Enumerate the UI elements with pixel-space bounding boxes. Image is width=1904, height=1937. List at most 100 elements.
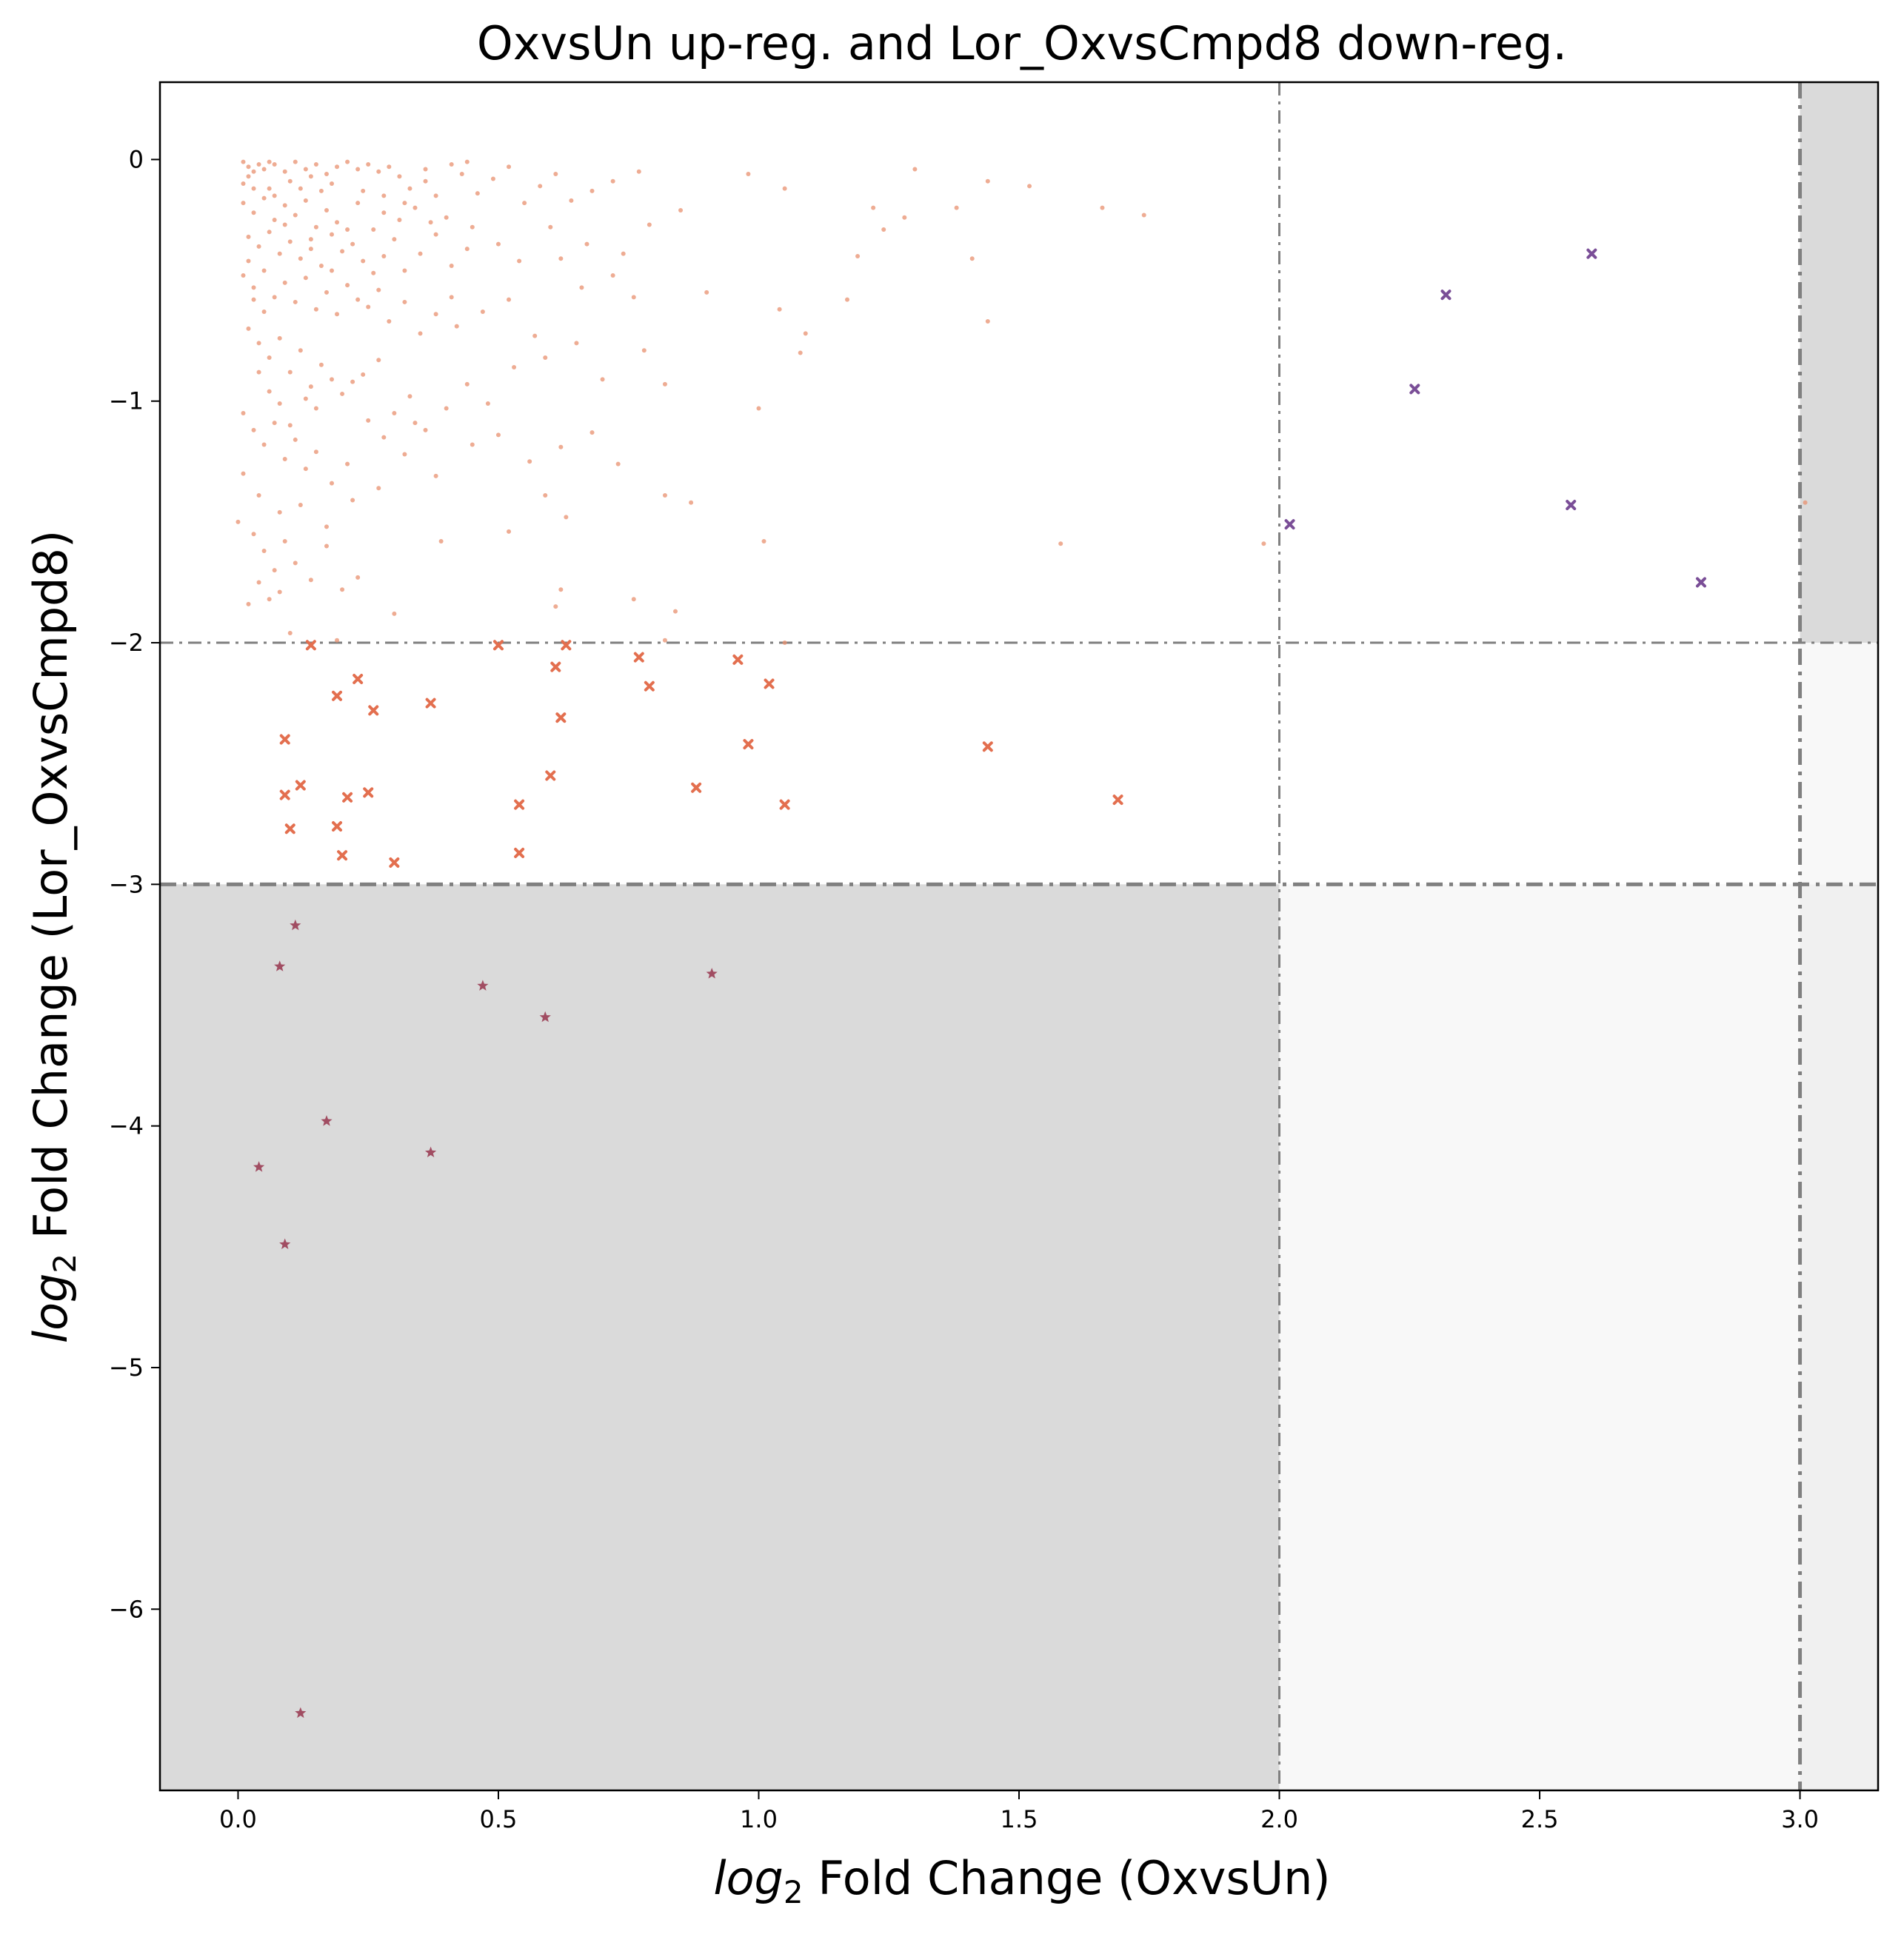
x-axis-label-log: log xyxy=(713,1851,784,1905)
data-point-s0-209 xyxy=(381,210,387,215)
data-point-s0-181 xyxy=(256,580,261,585)
data-point-s0-109 xyxy=(845,297,849,302)
data-point-s0-68 xyxy=(330,232,334,237)
data-point-s0-121 xyxy=(361,372,366,377)
data-point-s0-149 xyxy=(345,461,350,466)
data-point-s0-18 xyxy=(366,161,371,167)
data-point-s0-191 xyxy=(631,597,636,602)
data-point-s0-96 xyxy=(418,331,423,336)
data-point-s2-2 xyxy=(1440,290,1452,301)
data-point-s0-10 xyxy=(282,169,287,174)
data-point-s1-11 xyxy=(368,705,379,716)
data-point-s0-203 xyxy=(308,237,313,242)
data-point-s1-28 xyxy=(982,741,993,752)
data-point-s0-162 xyxy=(558,444,564,449)
y-axis-label: log2 Fold Change (Lor_OxvsCmpd8) xyxy=(24,530,83,1343)
data-point-s0-141 xyxy=(251,427,256,432)
data-point-s0-11 xyxy=(293,159,298,164)
x-axis-label: log2 Fold Change (OxvsUn) xyxy=(713,1851,1330,1910)
data-point-s0-56 xyxy=(303,198,308,203)
data-point-s0-37 xyxy=(678,207,684,213)
data-point-s0-147 xyxy=(313,449,318,455)
data-point-s0-167 xyxy=(761,538,766,543)
data-point-s0-224 xyxy=(303,396,308,401)
data-point-s0-101 xyxy=(532,333,538,338)
x-tick-label-0: 0.0 xyxy=(219,1805,257,1833)
data-point-s0-190 xyxy=(553,604,558,609)
x-tick-label-6: 3.0 xyxy=(1781,1805,1819,1833)
data-point-s0-45 xyxy=(1141,213,1146,218)
data-point-s0-208 xyxy=(371,270,376,275)
data-point-s0-234 xyxy=(330,181,334,187)
data-point-s0-227 xyxy=(381,435,387,440)
data-point-s0-142 xyxy=(261,442,267,447)
data-point-s0-179 xyxy=(355,575,361,580)
data-point-s0-35 xyxy=(610,178,615,184)
data-point-s0-144 xyxy=(282,457,287,462)
chart-title: OxvsUn up-reg. and Lor_OxvsCmpd8 down-re… xyxy=(477,16,1567,70)
data-point-s0-72 xyxy=(371,227,376,232)
data-point-s0-200 xyxy=(272,193,277,198)
data-point-s0-7 xyxy=(241,181,246,187)
data-point-s0-129 xyxy=(512,365,517,370)
data-point-s0-15 xyxy=(335,164,340,170)
data-point-s0-65 xyxy=(298,256,303,261)
data-point-s0-25 xyxy=(449,161,454,167)
data-point-s0-174 xyxy=(282,538,287,543)
x-tick-label-3: 1.5 xyxy=(1001,1805,1038,1833)
data-point-s1-9 xyxy=(353,673,364,684)
data-point-s0-31 xyxy=(538,184,543,189)
data-point-s0-212 xyxy=(428,220,433,225)
data-point-s0-16 xyxy=(345,159,350,164)
plot-area: 0.0 0.5 1.0 1.5 2.0 2.5 3.0 0 −1 −2 −3 −4 −5 −6 xyxy=(109,81,1880,1833)
data-point-s0-165 xyxy=(662,492,667,498)
data-point-s0-225 xyxy=(313,406,318,411)
data-point-s0-119 xyxy=(340,391,345,396)
data-point-s0-205 xyxy=(330,268,334,273)
data-point-s0-184 xyxy=(287,630,293,635)
data-point-s0-63 xyxy=(277,251,282,256)
data-point-s0-237 xyxy=(402,201,407,206)
data-point-s0-128 xyxy=(485,401,490,406)
data-point-s0-183 xyxy=(277,589,282,595)
data-point-s0-220 xyxy=(256,369,261,375)
data-point-s0-87 xyxy=(313,307,318,312)
data-point-s0-134 xyxy=(662,381,667,387)
data-point-s0-133 xyxy=(641,348,647,353)
data-point-s0-108 xyxy=(803,331,808,336)
data-point-s0-217 xyxy=(548,224,553,230)
data-point-s0-38 xyxy=(746,171,751,176)
data-point-s0-201 xyxy=(282,222,287,227)
data-point-s0-199 xyxy=(261,309,267,314)
data-point-s1-5 xyxy=(332,690,343,701)
data-point-s0-166 xyxy=(689,500,694,505)
data-point-s0-91 xyxy=(355,297,361,302)
data-point-s0-3 xyxy=(256,161,261,167)
data-point-s0-170 xyxy=(236,519,241,524)
data-point-s0-151 xyxy=(256,492,261,498)
data-point-s0-22 xyxy=(407,186,412,191)
data-point-s0-122 xyxy=(376,358,381,363)
data-point-s0-175 xyxy=(293,561,298,566)
data-point-s0-48 xyxy=(881,227,886,232)
data-point-s0-117 xyxy=(318,362,324,367)
data-point-s0-5 xyxy=(267,159,272,164)
data-point-s0-152 xyxy=(277,509,282,515)
data-point-s1-12 xyxy=(389,857,400,868)
data-point-s0-70 xyxy=(350,241,355,247)
data-point-s0-64 xyxy=(287,239,293,244)
data-point-s0-104 xyxy=(610,273,615,278)
shaded-region-2 xyxy=(1800,884,1878,1790)
data-point-s0-154 xyxy=(324,524,329,529)
data-point-s1-26 xyxy=(764,678,775,689)
data-point-s1-19 xyxy=(555,712,567,723)
data-point-s0-77 xyxy=(433,232,438,237)
data-point-s0-172 xyxy=(261,549,267,554)
data-point-s0-178 xyxy=(340,587,345,592)
data-point-s0-138 xyxy=(969,256,975,261)
data-point-s0-161 xyxy=(527,459,532,464)
data-point-s0-169 xyxy=(564,515,569,520)
data-point-s0-103 xyxy=(579,285,584,290)
data-point-s0-177 xyxy=(324,543,329,549)
data-point-s0-235 xyxy=(361,188,366,193)
